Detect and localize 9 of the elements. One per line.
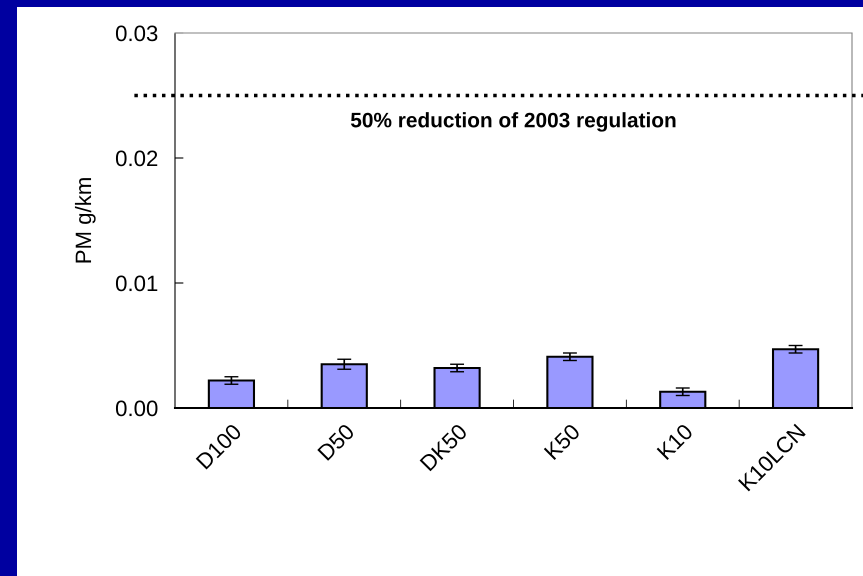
x-tick-label: K50 (544, 422, 581, 460)
text: 0.00 (116, 400, 158, 416)
y-tick-label: 0.03 (116, 26, 158, 42)
ref-line-label: 50% reduction of 2003 regulation (350, 112, 676, 132)
y-axis-title: PM g/km (74, 178, 96, 263)
y-tick-label: 0.01 (116, 276, 158, 292)
x-tick-label: D50 (317, 422, 356, 461)
x-tick-label: K10 (656, 422, 694, 460)
y-tick-label: 0.02 (116, 150, 158, 166)
